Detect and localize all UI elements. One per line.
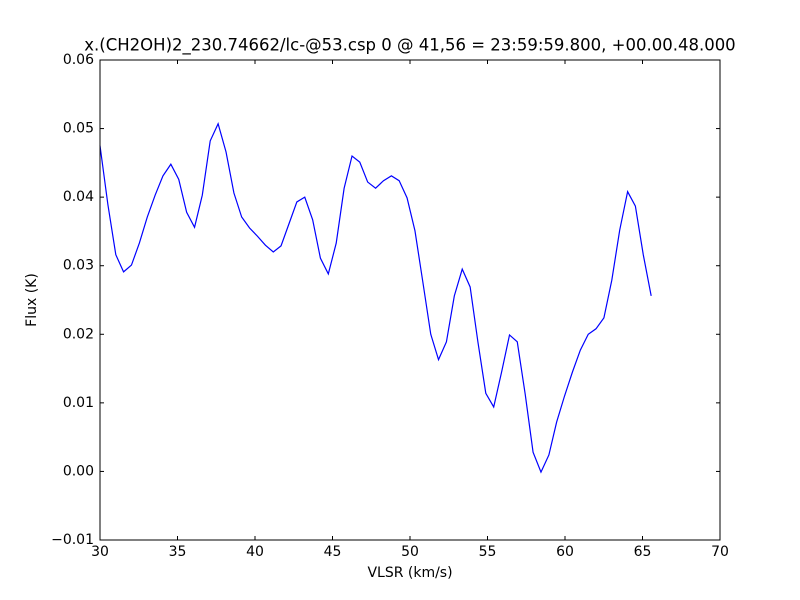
y-tick-label: 0.00 <box>63 463 94 479</box>
x-tick-label: 65 <box>634 544 652 560</box>
x-axis-label: VLSR (km/s) <box>367 565 452 581</box>
x-tick-label: 55 <box>479 544 497 560</box>
chart-title: x.(CH2OH)2_230.74662/lc-@53.csp 0 @ 41,5… <box>84 36 735 56</box>
y-axis-label: Flux (K) <box>24 273 40 327</box>
x-tick-label: 30 <box>91 544 109 560</box>
y-tick-label: 0.01 <box>63 395 94 411</box>
y-tick-label: 0.02 <box>63 326 94 342</box>
y-tick-label: 0.05 <box>63 121 94 137</box>
x-tick-label: 45 <box>324 544 342 560</box>
x-tick-label: 60 <box>556 544 574 560</box>
x-tick-label: 35 <box>169 544 187 560</box>
x-tick-label: 50 <box>401 544 419 560</box>
y-tick-label: 0.03 <box>63 258 94 274</box>
x-tick-label: 40 <box>246 544 264 560</box>
y-tick-label: −0.01 <box>51 532 94 548</box>
data-line <box>99 122 652 474</box>
x-tick-label: 70 <box>711 544 729 560</box>
y-tick-label: 0.06 <box>63 52 94 68</box>
y-tick-label: 0.04 <box>63 189 94 205</box>
plot-frame <box>99 59 721 541</box>
